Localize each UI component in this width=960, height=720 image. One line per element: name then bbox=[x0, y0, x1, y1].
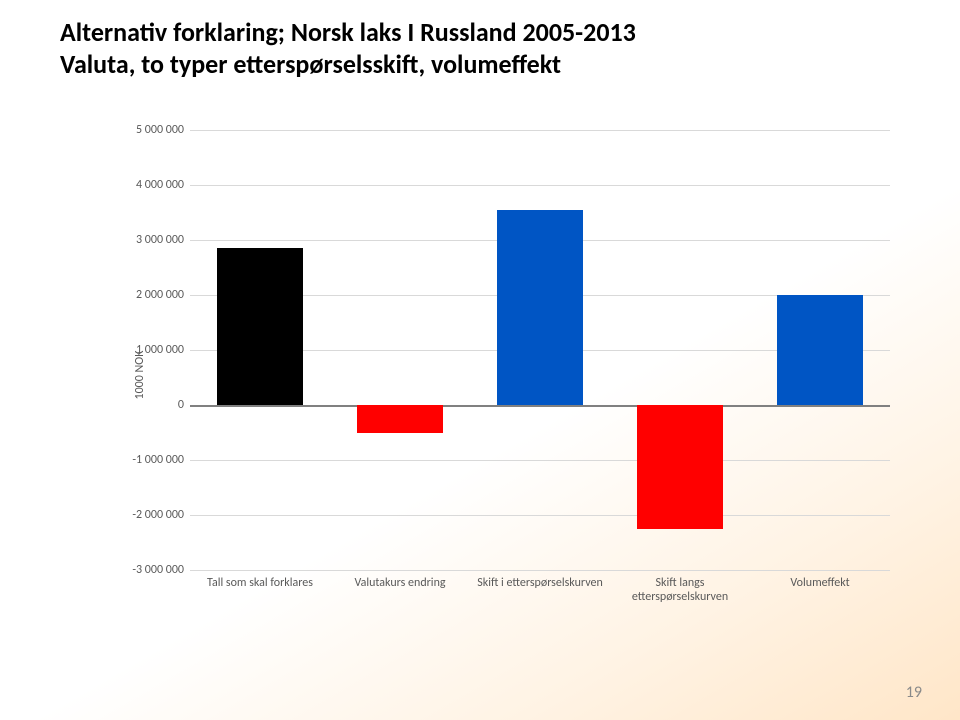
y-tick-label: -2 000 000 bbox=[112, 508, 184, 522]
y-tick-label: 2 000 000 bbox=[112, 288, 184, 302]
y-tick-label: 4 000 000 bbox=[112, 178, 184, 192]
bar bbox=[217, 248, 304, 405]
bar bbox=[637, 405, 724, 529]
title-line-1: Alternativ forklaring; Norsk laks I Russ… bbox=[60, 16, 900, 48]
gridline bbox=[190, 515, 890, 516]
bar bbox=[357, 405, 444, 433]
slide: Alternativ forklaring; Norsk laks I Russ… bbox=[0, 0, 960, 720]
x-tick-label: Valutakurs endring bbox=[330, 570, 470, 590]
page-number: 19 bbox=[906, 683, 922, 702]
plot-region: 5 000 0004 000 0003 000 0002 000 0001 00… bbox=[190, 130, 890, 570]
y-tick-label: 1 000 000 bbox=[112, 343, 184, 357]
x-tick-label: Tall som skal forklares bbox=[190, 570, 330, 590]
y-tick-label: 3 000 000 bbox=[112, 233, 184, 247]
title-line-2: Valuta, to typer etterspørselsskift, vol… bbox=[60, 48, 900, 80]
x-tick-label: Skift langs etterspørselskurven bbox=[610, 570, 750, 605]
x-tick-label: Skift i etterspørselskurven bbox=[470, 570, 610, 590]
y-tick-label: -1 000 000 bbox=[112, 453, 184, 467]
y-axis-label: 1000 NOK bbox=[133, 351, 147, 400]
y-tick-label: 5 000 000 bbox=[112, 123, 184, 137]
y-tick-label: -3 000 000 bbox=[112, 563, 184, 577]
gridline bbox=[190, 130, 890, 131]
bar-chart: 1000 NOK 5 000 0004 000 0003 000 0002 00… bbox=[110, 120, 900, 630]
bar bbox=[777, 295, 864, 405]
gridline bbox=[190, 405, 890, 407]
bar bbox=[497, 210, 584, 405]
slide-title: Alternativ forklaring; Norsk laks I Russ… bbox=[60, 16, 900, 80]
gridline bbox=[190, 185, 890, 186]
x-tick-label: Volumeffekt bbox=[750, 570, 890, 590]
y-tick-label: 0 bbox=[112, 398, 184, 412]
gridline bbox=[190, 460, 890, 461]
